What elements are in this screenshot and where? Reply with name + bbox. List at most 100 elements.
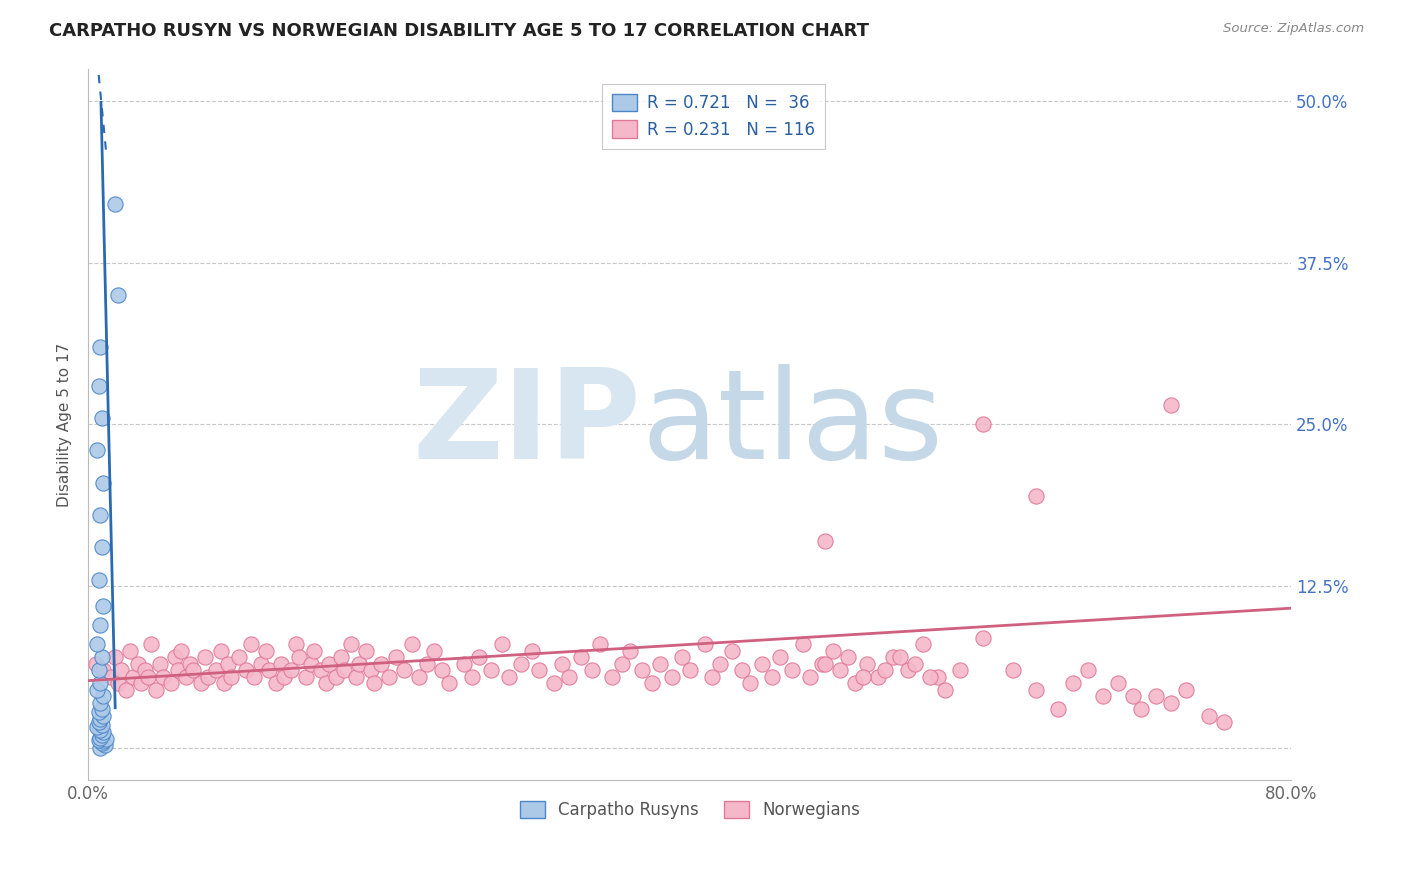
Point [91,599,114,613]
Point [86,682,108,697]
Point [1212,714,1234,729]
Point [107,676,129,690]
Point [437,676,460,690]
Point [498,670,520,684]
Point [190,676,212,690]
Point [731,663,754,677]
Point [934,682,956,697]
Point [239,637,262,651]
Point [89,741,111,756]
Point [87,378,110,392]
Point [600,670,623,684]
Point [152,670,174,684]
Point [972,417,994,432]
Point [165,650,187,665]
Point [571,650,593,665]
Text: ZIP: ZIP [413,364,641,485]
Point [90,541,112,555]
Point [149,657,172,671]
Point [702,670,724,684]
Point [619,644,641,658]
Point [830,663,852,677]
Point [295,670,318,684]
Point [385,650,408,665]
Point [866,670,889,684]
Point [89,713,111,727]
Point [89,676,111,690]
Point [273,670,295,684]
Point [811,657,834,671]
Point [309,663,332,677]
Point [751,657,773,671]
Point [87,705,110,719]
Point [89,340,111,354]
Point [89,723,111,737]
Point [844,676,866,690]
Point [761,670,783,684]
Point [217,657,239,671]
Point [129,676,152,690]
Point [299,657,322,671]
Point [107,288,129,302]
Point [780,663,803,677]
Point [972,631,994,645]
Point [325,670,347,684]
Point [911,637,934,651]
Point [235,663,257,677]
Point [370,657,392,671]
Legend: Carpatho Rusyns, Norwegians: Carpatho Rusyns, Norwegians [513,794,866,825]
Point [219,670,242,684]
Text: atlas: atlas [641,364,943,485]
Point [91,475,114,490]
Point [104,650,127,665]
Point [792,637,814,651]
Point [90,702,112,716]
Point [194,650,217,665]
Point [315,676,337,690]
Point [837,650,859,665]
Point [814,533,837,548]
Point [90,736,112,750]
Point [86,720,108,734]
Point [401,637,423,651]
Point [284,637,307,651]
Point [468,650,491,665]
Point [392,663,415,677]
Point [183,663,205,677]
Point [141,637,163,651]
Point [145,682,167,697]
Point [318,657,340,671]
Point [769,650,792,665]
Point [1025,489,1047,503]
Point [1047,702,1070,716]
Point [264,676,287,690]
Point [897,663,920,677]
Point [460,670,482,684]
Point [270,657,292,671]
Point [927,670,949,684]
Point [679,663,702,677]
Point [167,663,190,677]
Point [1107,676,1129,690]
Point [122,670,145,684]
Point [347,657,370,671]
Point [920,670,942,684]
Point [1092,689,1115,703]
Point [630,663,652,677]
Point [242,670,264,684]
Point [721,644,744,658]
Point [904,657,927,671]
Point [197,670,219,684]
Point [356,644,378,658]
Point [1144,689,1167,703]
Point [1062,676,1084,690]
Point [174,670,197,684]
Point [86,637,108,651]
Point [814,657,837,671]
Point [120,644,142,658]
Point [91,708,114,723]
Point [344,670,367,684]
Point [100,670,122,684]
Point [90,717,112,731]
Point [360,663,382,677]
